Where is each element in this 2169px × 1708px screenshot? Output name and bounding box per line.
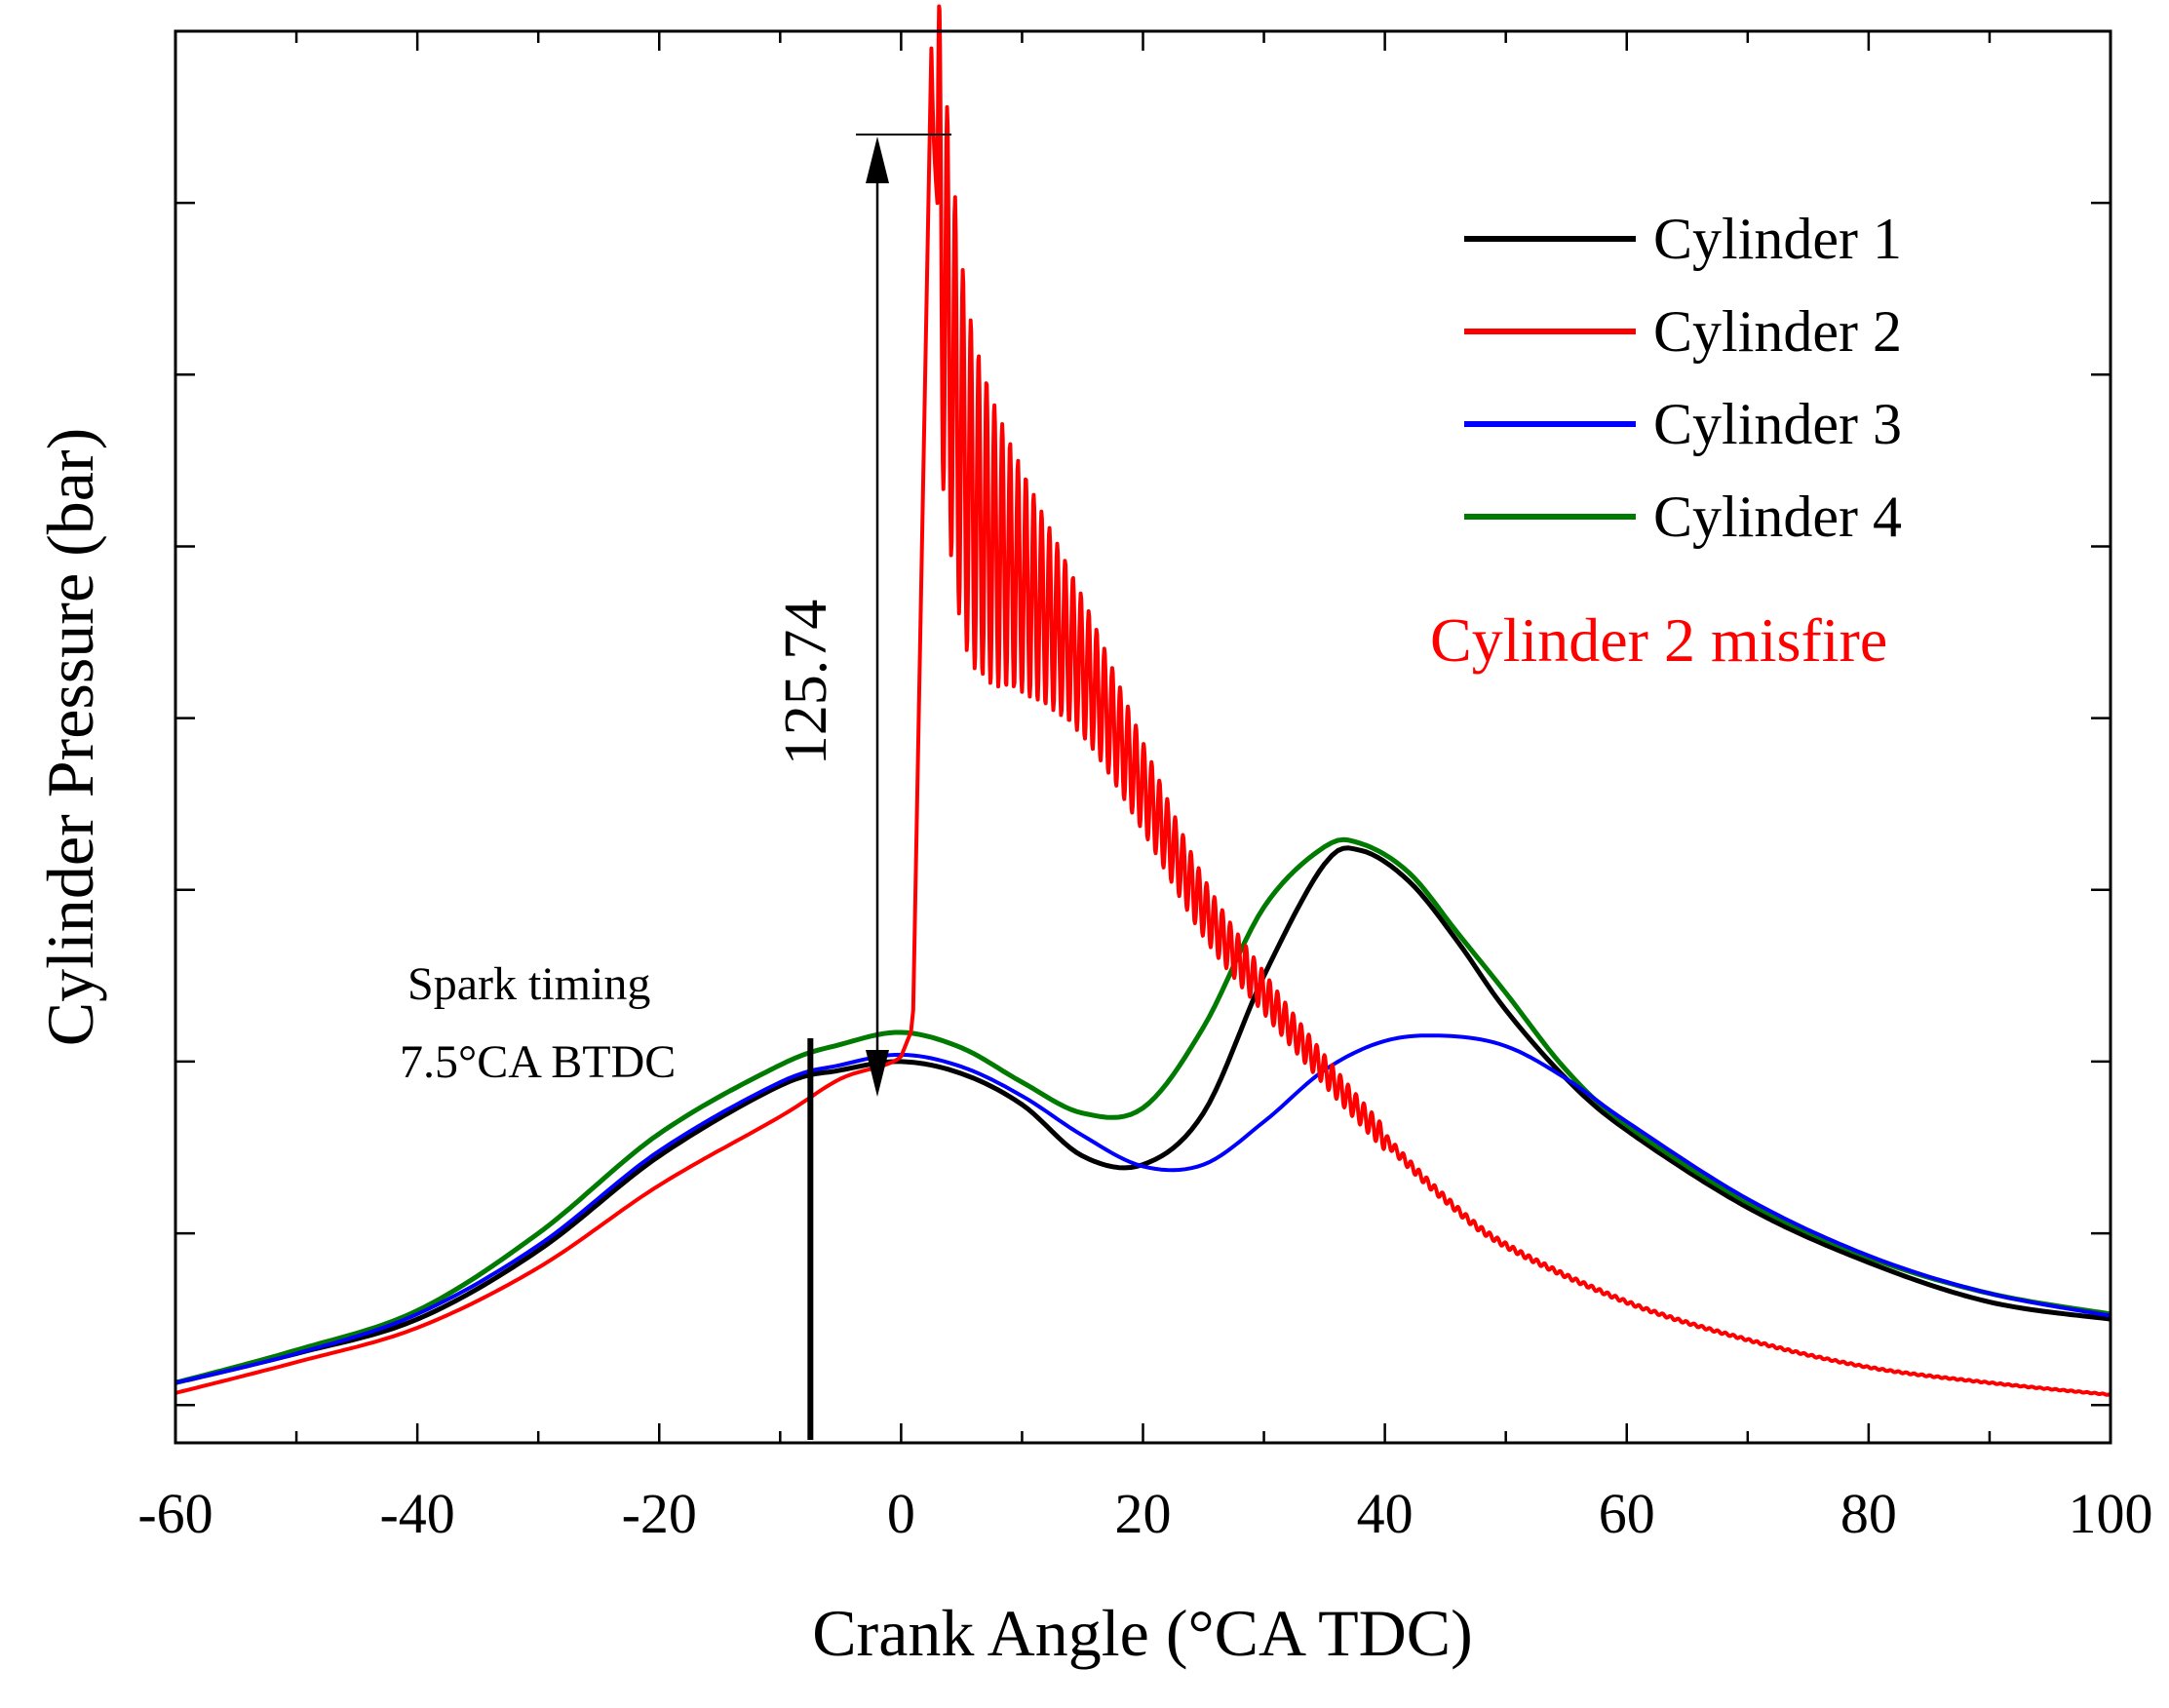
spark-timing-value: 7.5°CA BTDC (400, 1036, 676, 1088)
peak-arrow-head-bottom (866, 1050, 889, 1097)
peak-value-label: 125.74 (773, 600, 839, 766)
legend-label-cylinder-2: Cylinder 2 (1653, 299, 1902, 364)
x-tick-label: 40 (1357, 1482, 1414, 1545)
x-tick-label: -40 (379, 1482, 454, 1545)
x-tick-label: -20 (622, 1482, 697, 1545)
legend-label-cylinder-4: Cylinder 4 (1653, 485, 1902, 549)
y-axis-title: Cylinder Pressure (bar) (33, 428, 107, 1046)
cylinder-4-line (174, 836, 2111, 1385)
misfire-annotation: Cylinder 2 misfire (1430, 605, 1887, 675)
x-axis-title: Crank Angle (°CA TDC) (812, 1596, 1473, 1670)
legend: Cylinder 1 Cylinder 2 Cylinder 3 Cylinde… (1464, 207, 1902, 549)
peak-arrow-head-top (866, 136, 889, 183)
x-tick-label: 100 (2069, 1482, 2153, 1545)
x-tick-label: 20 (1115, 1482, 1172, 1545)
x-tick-label: 0 (887, 1482, 915, 1545)
spark-timing-label: Spark timing (407, 958, 650, 1010)
x-tick-label: 60 (1599, 1482, 1655, 1545)
cylinder-2-line (174, 4, 2112, 1397)
legend-item-cylinder-2: Cylinder 2 (1464, 299, 1902, 364)
series-layer (174, 4, 2112, 1397)
x-tick-label: -60 (137, 1482, 213, 1545)
legend-item-cylinder-1: Cylinder 1 (1464, 207, 1902, 271)
legend-label-cylinder-3: Cylinder 3 (1653, 392, 1902, 456)
x-tick-labels: -60 -40 -20 0 20 40 60 80 100 (137, 1482, 2152, 1545)
axis-ticks (174, 31, 2112, 1443)
legend-label-cylinder-1: Cylinder 1 (1653, 207, 1902, 271)
cylinder-3-line (174, 1033, 2111, 1385)
x-tick-label: 80 (1840, 1482, 1897, 1545)
legend-item-cylinder-3: Cylinder 3 (1464, 392, 1902, 456)
legend-item-cylinder-4: Cylinder 4 (1464, 485, 1902, 549)
